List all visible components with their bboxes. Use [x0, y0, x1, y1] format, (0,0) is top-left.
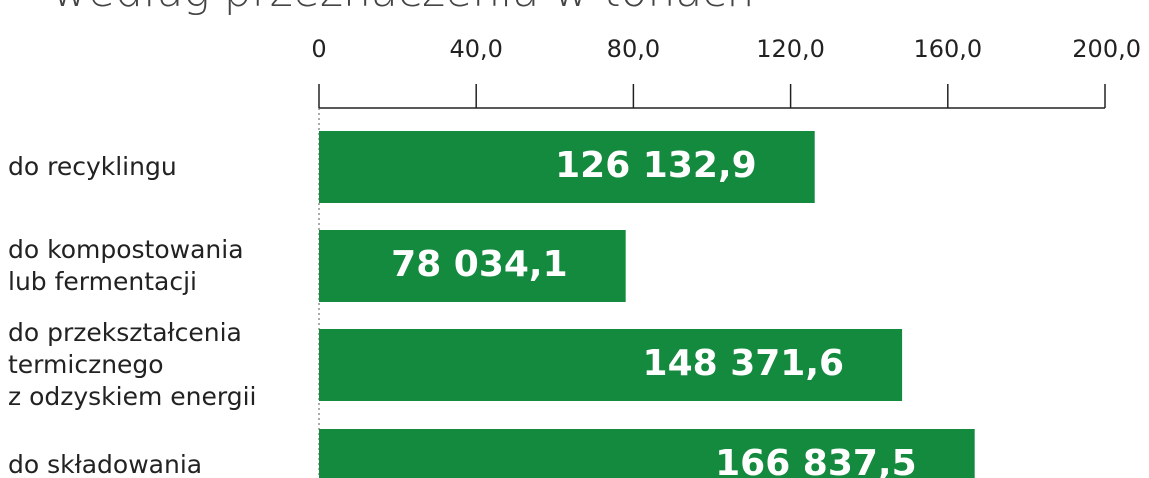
value-label: 126 132,9: [555, 145, 757, 186]
value-label: 148 371,6: [643, 343, 845, 384]
x-tick-label: 120,0: [756, 35, 825, 63]
value-label: 166 837,5: [715, 443, 917, 478]
category-label: do przekształcenia termicznego z odzyski…: [8, 318, 257, 411]
x-tick-label: 160,0: [913, 35, 982, 63]
category-label: do składowania: [8, 450, 203, 478]
x-tick-label: 200,0: [1072, 35, 1141, 63]
bar: [319, 230, 626, 302]
chart-title: według przeznaczenia w tonach: [52, 0, 754, 17]
bar: [319, 131, 815, 203]
bar: [319, 329, 903, 401]
x-tick-label: 40,0: [449, 35, 502, 63]
x-tick-label: 0: [311, 35, 326, 63]
value-label: 78 034,1: [391, 244, 568, 285]
bar: [319, 429, 975, 478]
x-tick-label: 80,0: [607, 35, 660, 63]
category-label: do kompostowania lub fermentacji: [8, 235, 244, 296]
category-label: do recyklingu: [8, 152, 177, 181]
